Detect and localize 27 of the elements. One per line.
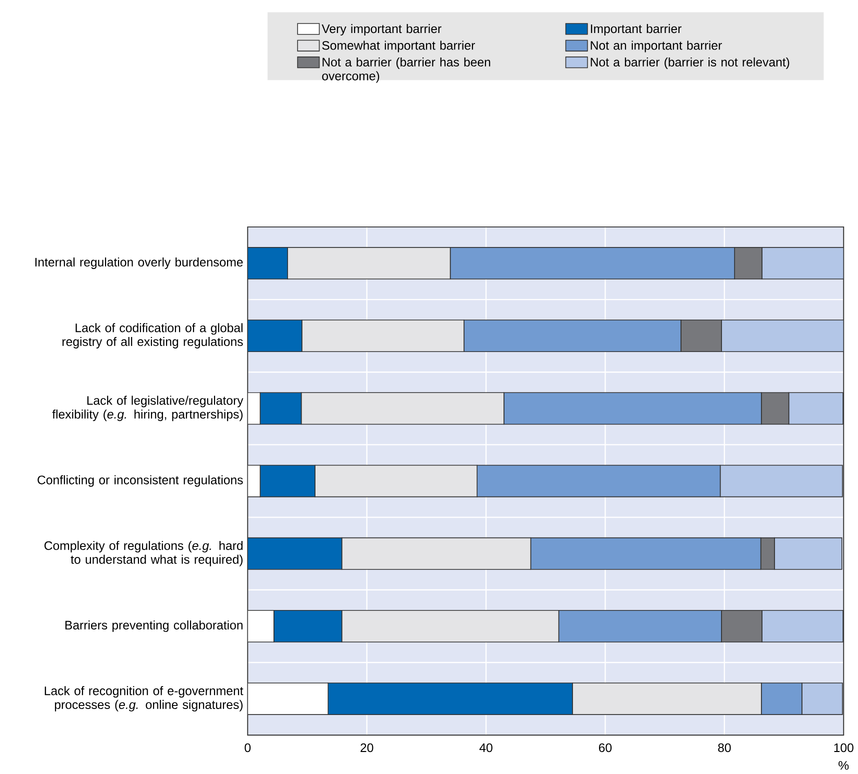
x-tick-label: 0: [244, 743, 251, 752]
legend-label: Very important barrier: [322, 24, 442, 36]
x-tick-label: 40: [479, 743, 492, 752]
x-tick-label: 80: [718, 743, 731, 752]
bar: [788, 392, 844, 425]
bar: [720, 464, 843, 498]
y-tick-label: Barriers preventing collaboration: [65, 620, 242, 632]
legend-label: Somewhat important barrier: [322, 40, 475, 52]
x-tick-label: 100: [834, 743, 854, 752]
bar: [774, 538, 842, 570]
bar: [721, 320, 844, 352]
y-tick-label: Internal regulation overly burdensome: [35, 258, 243, 270]
x-tick-label: 60: [598, 743, 612, 752]
x-tick-label: 20: [360, 743, 374, 752]
y-tick-label: Lack of recognition of e-government processes (e.g. online signatures): [44, 686, 244, 712]
bar: [762, 247, 844, 280]
bar: [802, 682, 843, 716]
x-axis-title: %: [838, 761, 849, 770]
y-tick-label: Lack of codification of a global registry of all existing regulations: [62, 323, 243, 349]
legend-label: Important barrier: [590, 24, 682, 36]
y-tick-label: Conflicting or inconsistent regulations: [38, 475, 243, 487]
legend-label: Not an important barrier: [590, 40, 722, 52]
bar: [762, 610, 844, 642]
y-tick-label: Complexity of regulations (e.g. hard to understand what is required): [44, 541, 243, 566]
y-tick-label: Lack of legislative/regulatory flexibility (e.g. hiring, partnerships): [52, 396, 244, 422]
legend-label: Not a barrier (barrier is not relevant): [590, 58, 790, 70]
legend-label: Not a barrier (barrier has been overcome): [322, 58, 490, 83]
